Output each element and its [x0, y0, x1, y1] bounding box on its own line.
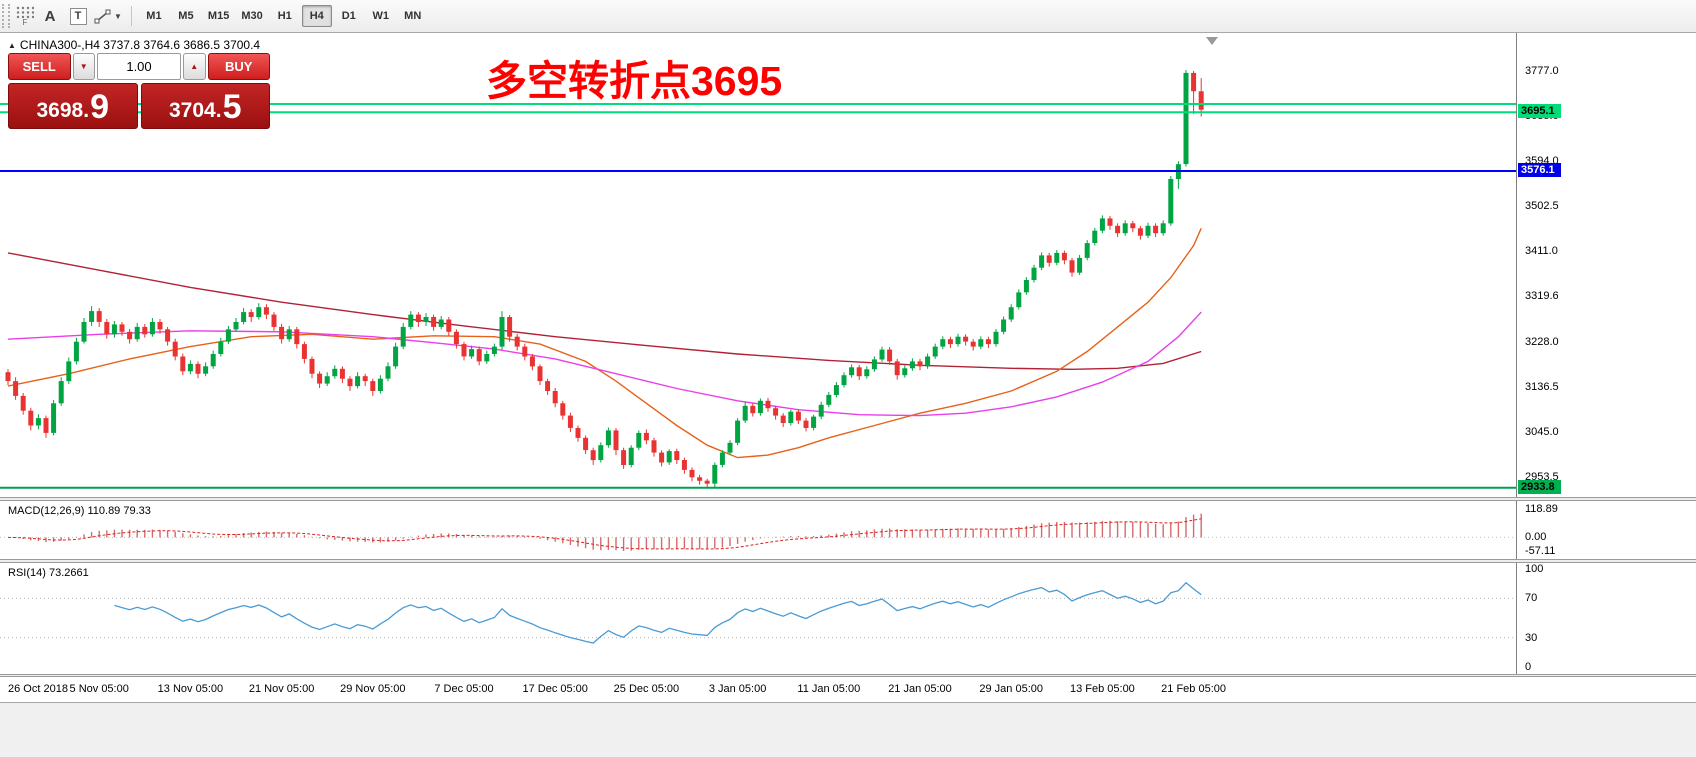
macd-axis[interactable]: 118.89 0.00 -57.11 [1516, 501, 1696, 559]
rsi-axis[interactable]: 100 70 30 0 [1516, 563, 1696, 674]
toolbar-f-label: F [22, 18, 28, 27]
time-axis-label: 3 Jan 05:00 [708, 683, 767, 695]
volume-input[interactable] [97, 53, 181, 80]
timeframe-button-h1[interactable]: H1 [277, 10, 292, 22]
macd-axis-label: 118.89 [1525, 503, 1558, 515]
panel-divider[interactable] [0, 497, 1696, 501]
rsi-indicator-label: RSI(14) 73.2661 [8, 567, 89, 579]
time-axis-label: 17 Dec 05:00 [522, 683, 588, 695]
macd-chart [0, 513, 1516, 551]
price-axis-label: 3228.0 [1525, 335, 1559, 348]
time-axis-label: 13 Feb 05:00 [1069, 683, 1135, 695]
rsi-chart [0, 581, 1516, 644]
toolbar-grip-handle[interactable] [2, 4, 10, 28]
trendline-tool-icon [94, 9, 111, 23]
price-axis-label: 3411.0 [1525, 245, 1558, 258]
rsi-axis-label: 30 [1525, 631, 1538, 644]
time-axis-label: 21 Jan 05:00 [888, 683, 952, 695]
price-axis-label: 3045.0 [1525, 425, 1559, 438]
sell-price-pip: 9 [90, 88, 109, 126]
timeframe-button-w1[interactable]: W1 [372, 10, 389, 22]
rsi-panel-canvas[interactable]: RSI(14) 73.2661 [0, 563, 1516, 674]
time-axis-label: 29 Nov 05:00 [340, 683, 406, 695]
chart-annotation-text[interactable]: 多空转折点3695 [486, 58, 783, 104]
buy-price-display[interactable]: 3704. 5 [140, 83, 270, 129]
panel-divider[interactable] [0, 559, 1696, 563]
timeframe-button-m5[interactable]: M5 [178, 10, 194, 22]
price-axis-label: 3777.0 [1525, 64, 1559, 77]
sell-price-display[interactable]: 3698. 9 [8, 83, 138, 129]
time-axis-label: 5 Nov 05:00 [69, 683, 129, 695]
window-bottom-area [0, 702, 1696, 757]
toolbar-separator [130, 6, 132, 26]
templates-button[interactable]: F [16, 6, 34, 27]
sell-price-main: 3698. [36, 99, 90, 122]
price-axis[interactable]: 3777.03685.63594.03502.53411.03319.63228… [1516, 33, 1696, 497]
toolbar: F A T ▼ M1 M5 M15 M30 H1 H4 D1 W1 MN [0, 0, 1696, 33]
chevron-down-icon: ▼ [114, 11, 122, 21]
letter-t-icon: T [69, 7, 87, 25]
macd-indicator-label: MACD(12,26,9) 110.89 79.33 [8, 505, 151, 517]
timeframe-button-m15[interactable]: M15 [207, 10, 230, 22]
time-axis[interactable]: 26 Oct 2018 5 Nov 05:00 13 Nov 05:00 21 Nov… [0, 677, 1696, 702]
panel-divider [0, 674, 1696, 677]
time-axis-label: 13 Nov 05:00 [157, 683, 224, 695]
macd-panel-canvas[interactable]: MACD(12,26,9) 110.89 79.33 [0, 501, 1516, 559]
macd-axis-label: -57.11 [1525, 545, 1556, 557]
symbol-marker-icon: ▲ [8, 41, 16, 50]
time-axis-label: 25 Dec 05:00 [613, 683, 680, 695]
macd-axis-label: 0.00 [1525, 531, 1547, 544]
timeframe-button-group: M1 M5 M15 M30 H1 H4 D1 W1 MN [139, 5, 428, 27]
price-tag: 3576.1 [1518, 163, 1561, 178]
sell-button[interactable]: SELL [8, 53, 71, 80]
timeframe-button-m1[interactable]: M1 [146, 10, 162, 22]
text-label-tool-button[interactable]: A [38, 4, 62, 28]
price-tag: 2933.8 [1518, 479, 1561, 494]
time-axis-label: 26 Oct 2018 [8, 683, 68, 695]
text-box-tool-button[interactable]: T [66, 4, 90, 28]
timeframe-button-mn[interactable]: MN [404, 10, 422, 22]
buy-price-main: 3704. [169, 99, 222, 122]
volume-dropdown-button[interactable]: ▼ [72, 53, 95, 80]
timeframe-button-h4[interactable]: H4 [301, 5, 332, 27]
timeframe-button-d1[interactable]: D1 [341, 10, 356, 22]
buy-button[interactable]: BUY [207, 53, 270, 80]
chevron-up-icon: ▲ [190, 62, 199, 71]
price-axis-label: 3502.5 [1525, 200, 1559, 213]
rsi-axis-label: 70 [1525, 592, 1538, 605]
drawing-tools-button[interactable]: ▼ [94, 4, 122, 28]
time-axis-label: 29 Jan 05:00 [979, 683, 1043, 695]
volume-increase-button[interactable]: ▲ [183, 53, 206, 80]
dot-grid-icon [16, 6, 34, 19]
time-axis-label: 11 Jan 05:00 [797, 683, 861, 695]
chevron-down-icon: ▼ [79, 62, 88, 71]
one-click-trading-panel: SELL ▼ ▲ BUY 3698.9 3704.5 [8, 53, 270, 129]
time-axis-label: 7 Dec 05:00 [434, 683, 494, 695]
price-chart-canvas[interactable]: ▲ CHINA300-,H4 3737.8 3764.6 3686.5 3700.… [0, 33, 1516, 497]
price-tag: 3695.1 [1518, 104, 1561, 119]
buy-price-pip: 5 [222, 88, 242, 126]
time-axis-label: 21 Nov 05:00 [248, 683, 315, 695]
letter-a-icon: A [44, 7, 56, 25]
rsi-axis-label: 100 [1525, 563, 1544, 575]
time-axis-label: 21 Feb 05:00 [1161, 683, 1227, 695]
price-axis-label: 3136.5 [1525, 380, 1559, 393]
chart-shift-marker-icon [1206, 37, 1218, 45]
rsi-axis-label: 0 [1525, 661, 1532, 673]
symbol-ohlc-label: ▲ CHINA300-,H4 3737.8 3764.6 3686.5 3700.… [8, 38, 261, 52]
price-axis-label: 3319.6 [1525, 290, 1559, 303]
timeframe-button-m30[interactable]: M30 [241, 10, 263, 22]
